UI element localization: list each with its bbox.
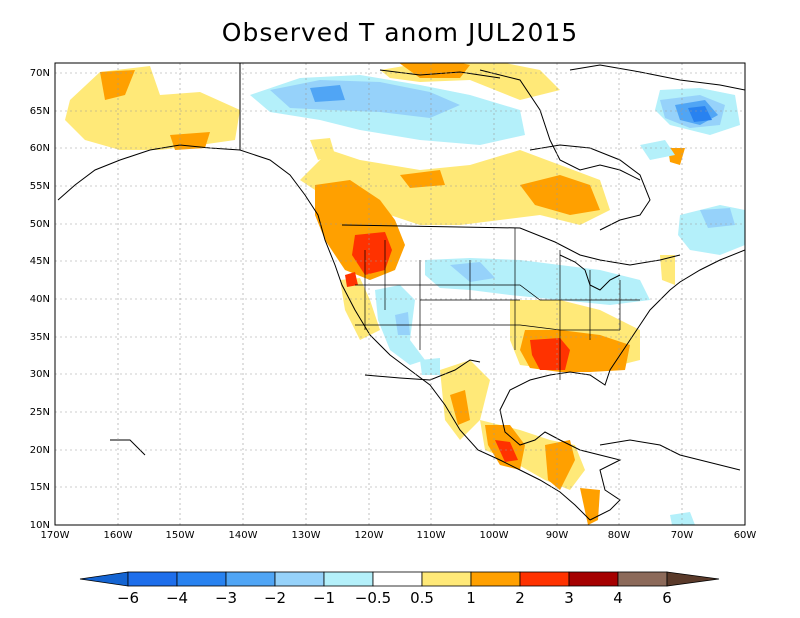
lat-label: 40N xyxy=(30,294,50,305)
map-title: Observed T anom JUL2015 xyxy=(221,18,579,47)
colorbar-swatch xyxy=(176,571,227,587)
colorbar-label: −2 xyxy=(264,589,286,607)
lat-label: 15N xyxy=(30,482,50,493)
lat-label: 35N xyxy=(30,332,50,343)
colorbar-swatch xyxy=(127,571,178,587)
lon-label: 140W xyxy=(229,530,258,541)
lon-label: 130W xyxy=(292,530,321,541)
colorbar-label: −1 xyxy=(313,589,335,607)
lon-label: 110W xyxy=(417,530,446,541)
colorbar-swatch xyxy=(372,571,423,587)
lat-label: 55N xyxy=(30,181,50,192)
colorbar-label: −3 xyxy=(215,589,237,607)
lat-label: 10N xyxy=(30,520,50,531)
colorbar xyxy=(79,571,720,587)
lon-label: 80W xyxy=(608,530,631,541)
map-frame xyxy=(54,62,746,526)
coastlines xyxy=(57,63,745,521)
lon-label: 170W xyxy=(41,530,70,541)
lat-label: 25N xyxy=(30,407,50,418)
colorbar-swatch xyxy=(568,571,619,587)
colorbar-label: 4 xyxy=(613,589,623,607)
colorbar-label: −4 xyxy=(166,589,188,607)
state-borders xyxy=(355,228,640,380)
lat-label: 45N xyxy=(30,256,50,267)
colorbar-swatch xyxy=(421,571,472,587)
lon-label: 160W xyxy=(104,530,133,541)
colorbar-label: 6 xyxy=(662,589,672,607)
colorbar-label: 0.5 xyxy=(410,589,434,607)
colorbar-swatch xyxy=(274,571,325,587)
lon-label: 60W xyxy=(734,530,757,541)
colorbar-swatch xyxy=(617,571,668,587)
lat-label: 30N xyxy=(30,369,50,380)
lon-label: 70W xyxy=(671,530,694,541)
lon-label: 100W xyxy=(480,530,509,541)
lat-label: 60N xyxy=(30,143,50,154)
lon-label: 90W xyxy=(546,530,569,541)
colorbar-swatch xyxy=(225,571,276,587)
graticule xyxy=(55,63,745,525)
colorbar-swatch xyxy=(519,571,570,587)
colorbar-label: 3 xyxy=(564,589,574,607)
lon-axis: 170W 160W 150W 140W 130W 120W 110W 100W … xyxy=(41,530,757,541)
lat-axis: 10N 15N 20N 25N 30N 35N 40N 45N 50N 55N … xyxy=(30,68,50,531)
anomaly-fields xyxy=(65,63,745,525)
colorbar-swatch xyxy=(470,571,521,587)
colorbar-label: 1 xyxy=(466,589,476,607)
colorbar-label: −6 xyxy=(117,589,139,607)
colorbar-label: 2 xyxy=(515,589,525,607)
lat-label: 50N xyxy=(30,219,50,230)
colorbar-arrow-right xyxy=(666,571,720,587)
lat-label: 65N xyxy=(30,106,50,117)
anomaly-neg-3-4 xyxy=(688,106,712,122)
lat-label: 20N xyxy=(30,445,50,456)
colorbar-label: −0.5 xyxy=(355,589,391,607)
lon-label: 120W xyxy=(355,530,384,541)
colorbar-swatch xyxy=(323,571,374,587)
colorbar-labels: −6 −4 −3 −2 −1 −0.5 0.5 1 2 3 4 6 xyxy=(117,589,672,607)
colorbar-arrow-left xyxy=(79,571,129,587)
lat-label: 70N xyxy=(30,68,50,79)
lon-label: 150W xyxy=(166,530,195,541)
